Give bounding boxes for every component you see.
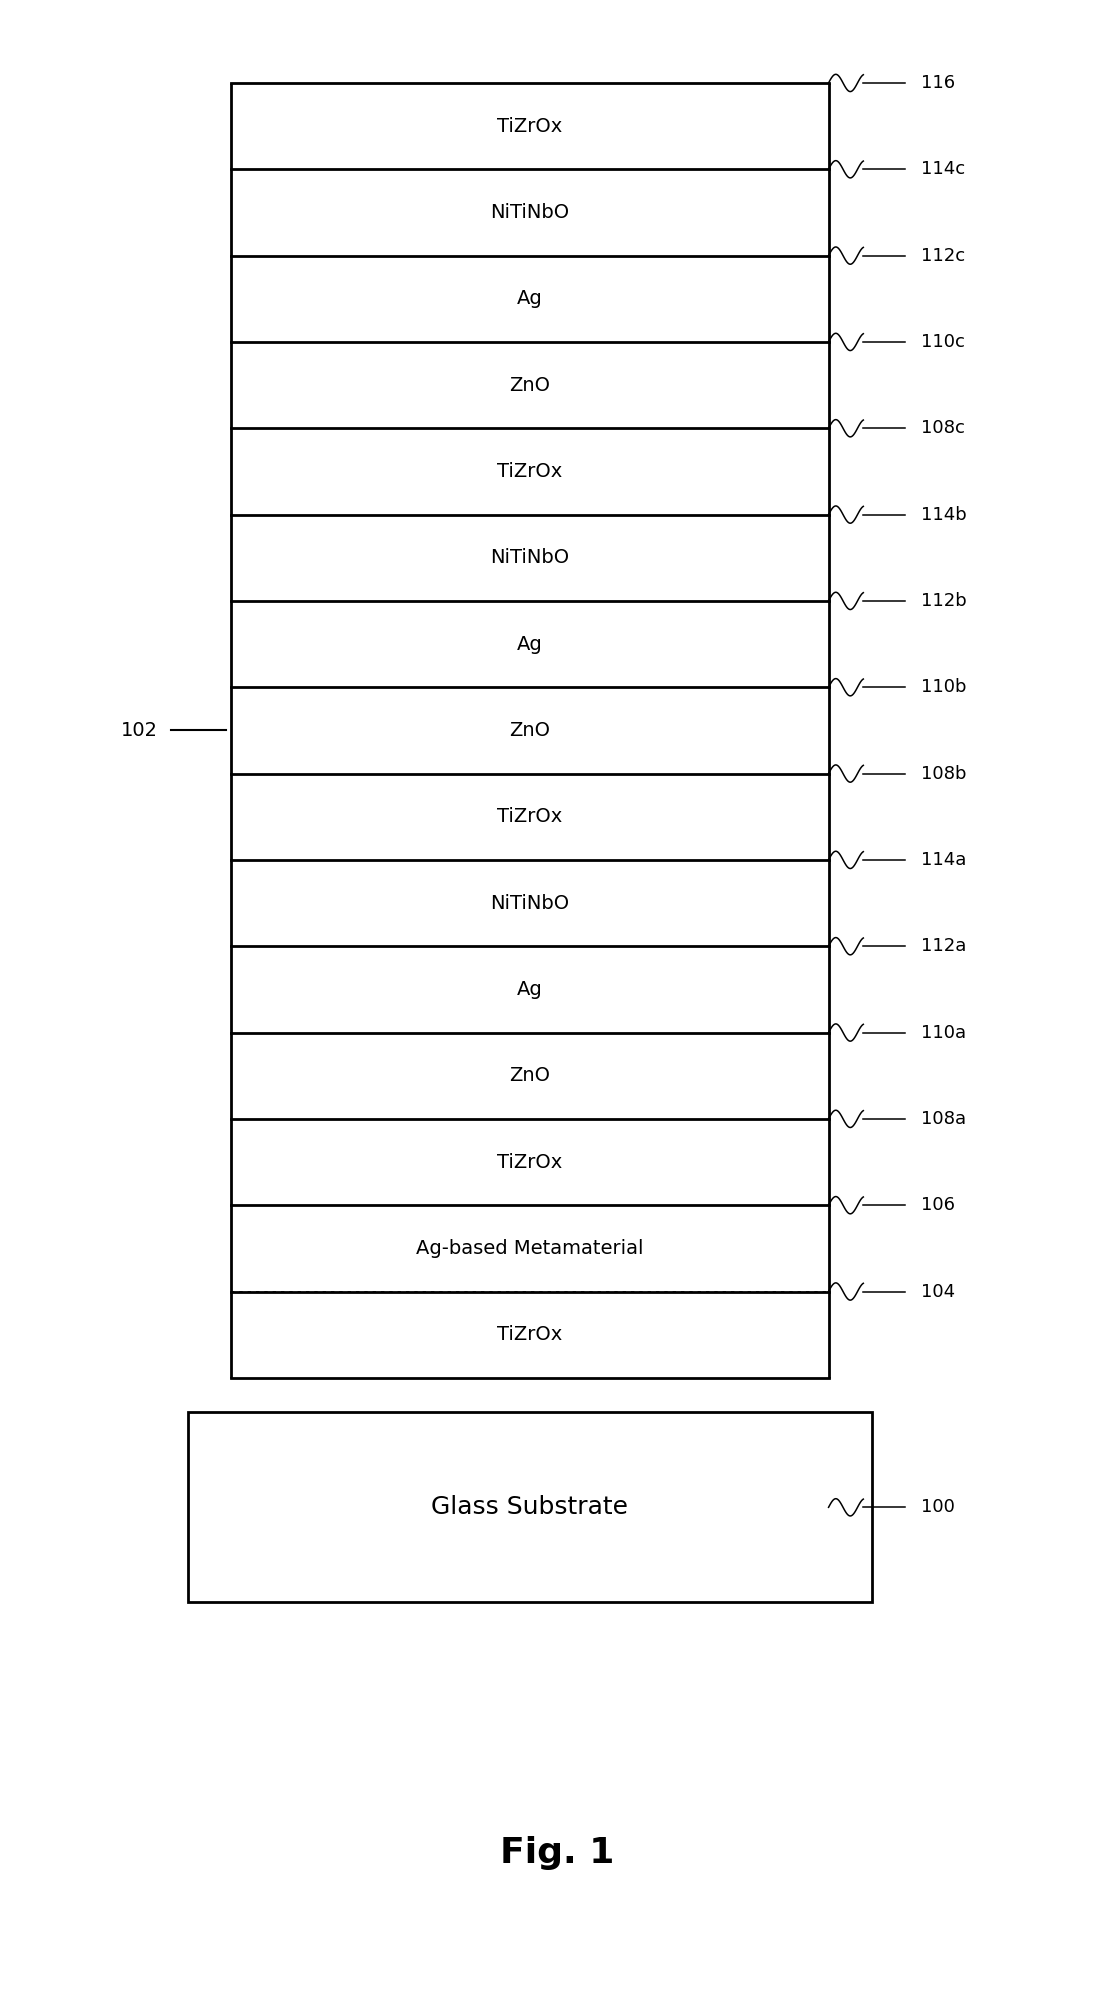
Text: ZnO: ZnO [509, 1066, 550, 1086]
Text: TiZrOx: TiZrOx [497, 1152, 563, 1172]
Text: NiTiNbO: NiTiNbO [490, 204, 569, 222]
Text: ZnO: ZnO [509, 375, 550, 395]
Text: 116: 116 [921, 74, 955, 92]
Text: TiZrOx: TiZrOx [497, 1325, 563, 1343]
Text: 114c: 114c [921, 160, 965, 178]
Text: 112b: 112b [921, 593, 967, 611]
Text: 112c: 112c [921, 248, 965, 265]
Text: 108b: 108b [921, 764, 966, 782]
Text: Glass Substrate: Glass Substrate [431, 1495, 628, 1519]
Text: Ag: Ag [517, 289, 543, 307]
Text: 114b: 114b [921, 505, 967, 523]
Text: 108c: 108c [921, 419, 965, 437]
Text: 110c: 110c [921, 333, 965, 351]
Text: Ag: Ag [517, 980, 543, 998]
Text: 112a: 112a [921, 938, 966, 956]
Text: ZnO: ZnO [509, 721, 550, 741]
Text: 110b: 110b [921, 679, 966, 697]
Text: 106: 106 [921, 1196, 955, 1214]
Text: 114a: 114a [921, 850, 966, 868]
Text: TiZrOx: TiZrOx [497, 116, 563, 136]
Text: Fig. 1: Fig. 1 [500, 1836, 614, 1870]
Text: TiZrOx: TiZrOx [497, 461, 563, 481]
Text: Ag: Ag [517, 635, 543, 653]
Text: Ag-based Metamaterial: Ag-based Metamaterial [417, 1240, 644, 1257]
Text: 102: 102 [121, 721, 158, 741]
Text: 108a: 108a [921, 1110, 966, 1128]
Text: 100: 100 [921, 1499, 955, 1517]
Text: 110a: 110a [921, 1024, 966, 1042]
Text: 104: 104 [921, 1283, 955, 1301]
Text: NiTiNbO: NiTiNbO [490, 894, 569, 912]
Text: TiZrOx: TiZrOx [497, 806, 563, 826]
Text: NiTiNbO: NiTiNbO [490, 549, 569, 567]
Bar [187, 1413, 872, 1603]
